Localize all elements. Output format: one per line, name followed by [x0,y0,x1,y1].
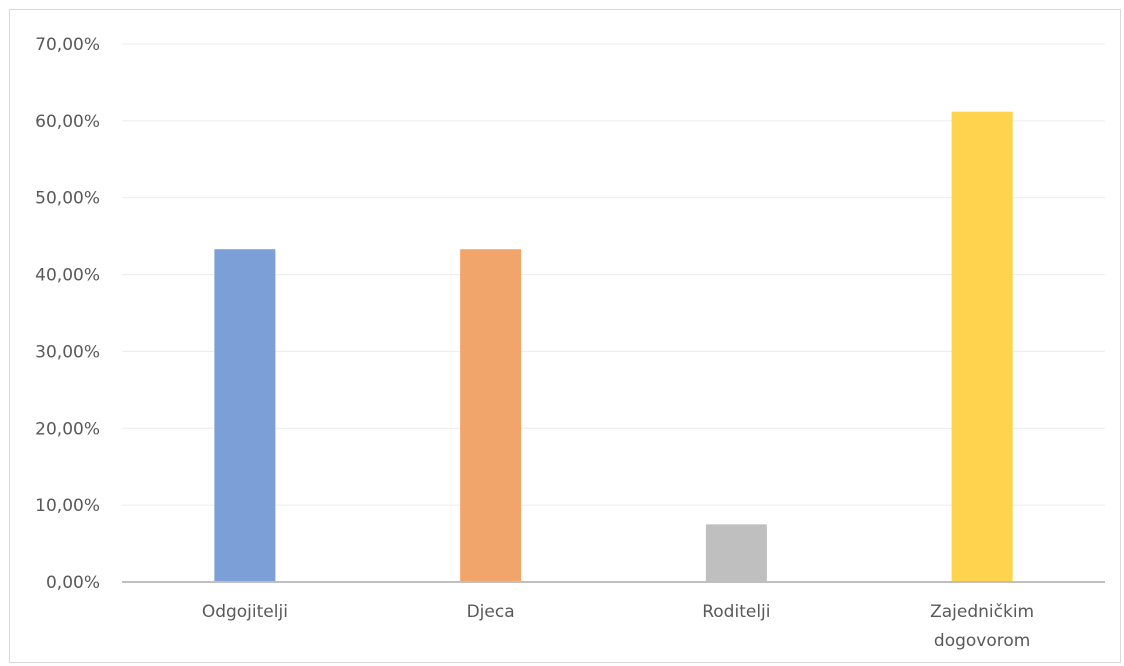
bar [951,111,1013,583]
y-tick-label: 50,00% [35,189,100,209]
y-tick-label: 10,00% [35,496,100,516]
y-tick-label: 60,00% [35,112,100,132]
bar [214,249,276,583]
bar [460,249,522,583]
x-category-label: Odgojitelji [202,602,288,622]
x-category-label: Roditelji [702,602,770,622]
bar [705,524,767,582]
chart-frame [9,9,1121,663]
bars [214,111,1013,583]
gridlines [122,43,1105,506]
x-category-label: Djeca [467,602,515,622]
y-tick-label: 30,00% [35,342,100,362]
y-tick-label: 0,00% [46,573,100,593]
y-tick-label: 20,00% [35,419,100,439]
y-axis-tick-labels: 0,00% 10,00% 20,00% 30,00% 40,00% 50,00% 60,00… [35,35,100,593]
y-tick-label: 40,00% [35,266,100,286]
y-tick-label: 70,00% [35,35,100,55]
x-axis-category-labels: Odgojitelji Djeca Roditelji Zajedničkim dogo… [202,602,1034,651]
x-category-label: Zajedničkim [930,602,1034,622]
x-category-label: dogovorom [934,631,1030,651]
